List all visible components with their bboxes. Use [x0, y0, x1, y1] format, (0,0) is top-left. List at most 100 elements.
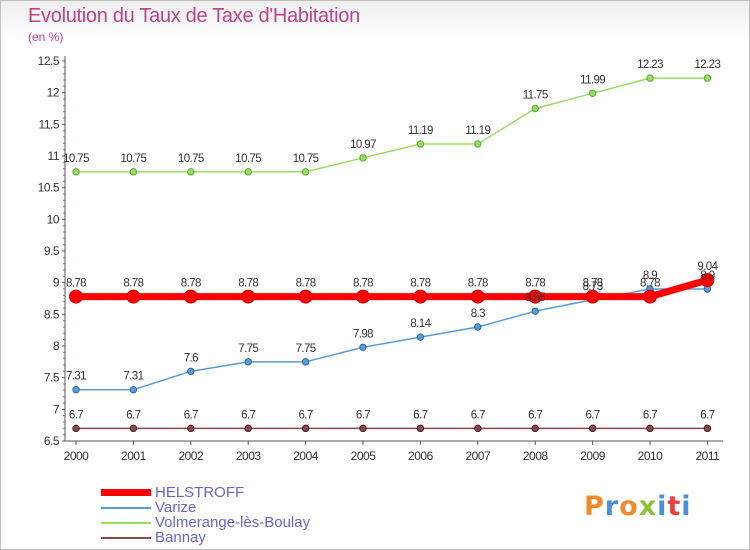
series-point-3 — [474, 424, 482, 433]
legend-swatch — [101, 521, 151, 524]
series-point-0 — [69, 289, 83, 304]
data-label: 6.7 — [471, 409, 485, 421]
series-point-1 — [301, 358, 310, 366]
series-point-3 — [646, 424, 654, 433]
y-tick-label: 12 — [47, 86, 60, 100]
data-label: 8.78 — [410, 278, 430, 290]
y-tick-label: 8 — [53, 339, 60, 353]
series-point-2 — [531, 104, 539, 113]
data-label: 12.23 — [637, 59, 663, 71]
data-label: 6.7 — [241, 409, 255, 421]
x-tick-label: 2005 — [351, 449, 377, 463]
y-tick-label: 7 — [53, 402, 60, 416]
logo-letter: P — [584, 491, 605, 522]
data-label: 8.14 — [410, 318, 431, 330]
series-point-2 — [301, 168, 310, 176]
series-point-0 — [241, 289, 256, 304]
series-point-3 — [588, 424, 597, 433]
series-line-1 — [75, 288, 709, 391]
series-point-2 — [703, 74, 712, 82]
series-point-0 — [356, 289, 370, 304]
legend-swatch — [101, 506, 151, 509]
data-label: 7.75 — [238, 343, 258, 355]
logo-letter: i — [657, 491, 668, 522]
series-point-3 — [72, 424, 80, 433]
data-label: 10.75 — [63, 153, 89, 165]
series-point-1 — [474, 323, 482, 331]
data-label: 8.78 — [353, 278, 373, 290]
x-tick-label: 2007 — [465, 449, 491, 463]
series-point-0 — [470, 289, 485, 304]
data-label: 10.97 — [350, 139, 376, 151]
series-point-0 — [183, 289, 198, 304]
series-point-2 — [588, 89, 597, 98]
legend-label: Bannay — [155, 529, 206, 546]
series-point-0 — [585, 289, 600, 304]
data-label: 8.9 — [643, 270, 657, 282]
series-point-2 — [646, 74, 654, 82]
x-tick-label: 2002 — [178, 449, 204, 463]
x-tick-label: 2001 — [121, 449, 147, 463]
logo-letter: t — [667, 491, 682, 522]
chart-title: Evolution du Taux de Taxe d'Habitation — [28, 5, 360, 27]
data-label: 8.78 — [468, 278, 488, 290]
x-tick-label: 2004 — [293, 449, 319, 463]
data-label: 8.78 — [640, 278, 660, 290]
data-label: 6.7 — [586, 409, 600, 421]
data-label: 6.7 — [643, 409, 657, 421]
y-tick-label: 11 — [48, 149, 60, 163]
data-label: 8.78 — [525, 278, 545, 290]
data-label: 6.7 — [700, 409, 714, 421]
series-point-0 — [700, 273, 715, 288]
series-point-0 — [298, 289, 313, 304]
series-line-0 — [72, 276, 711, 301]
data-label: 8.55 — [525, 292, 545, 304]
series-point-1 — [72, 386, 80, 394]
data-label: 8.73 — [583, 281, 603, 293]
data-label: 10.75 — [121, 153, 147, 165]
data-label: 6.7 — [528, 409, 542, 421]
series-point-3 — [244, 424, 252, 433]
series-point-2 — [244, 168, 252, 176]
series-point-1 — [531, 307, 539, 315]
x-tick-label: 2010 — [638, 449, 664, 463]
data-label: 8.9 — [700, 270, 714, 282]
series-point-2 — [474, 140, 482, 148]
series-point-0 — [413, 289, 428, 304]
data-label: 6.7 — [184, 409, 198, 421]
legend-label: HELSTROFF — [155, 484, 245, 501]
data-label: 10.75 — [293, 153, 319, 165]
legend-label: Varize — [155, 499, 197, 516]
data-label: 7.31 — [123, 371, 143, 383]
series-point-2 — [416, 140, 425, 148]
x-tick-label: 2000 — [64, 449, 90, 463]
legend-item: HELSTROFF — [101, 485, 310, 500]
chart-legend: HELSTROFF Varize Volmerange-lès-Boulay Bann… — [101, 485, 310, 545]
series-point-3 — [531, 424, 539, 433]
legend-label: Volmerange-lès-Boulay — [155, 514, 311, 531]
logo-letter: i — [681, 491, 692, 522]
data-label: 8.3 — [471, 308, 485, 320]
logo-letter: r — [604, 491, 620, 522]
data-label: 7.75 — [296, 343, 316, 355]
data-label: 6.7 — [356, 409, 370, 421]
data-label: 10.75 — [178, 153, 204, 165]
data-label: 7.98 — [353, 328, 373, 340]
data-label: 7.31 — [66, 371, 86, 383]
legend-item: Bannay — [101, 530, 310, 545]
series-point-2 — [72, 168, 80, 176]
y-tick-label: 11.5 — [39, 117, 60, 131]
data-label: 11.99 — [580, 74, 605, 86]
series-point-1 — [129, 386, 138, 394]
x-tick-label: 2006 — [408, 449, 434, 463]
data-label: 8.78 — [181, 278, 201, 290]
y-tick-label: 9.5 — [44, 244, 60, 258]
series-point-2 — [359, 154, 367, 162]
series-point-3 — [187, 424, 195, 433]
series-point-3 — [703, 424, 712, 433]
series-point-1 — [416, 333, 425, 341]
proxiti-logo: Proxiti — [584, 491, 692, 522]
data-label: 6.7 — [413, 409, 427, 421]
y-tick-label: 6.5 — [44, 434, 60, 448]
